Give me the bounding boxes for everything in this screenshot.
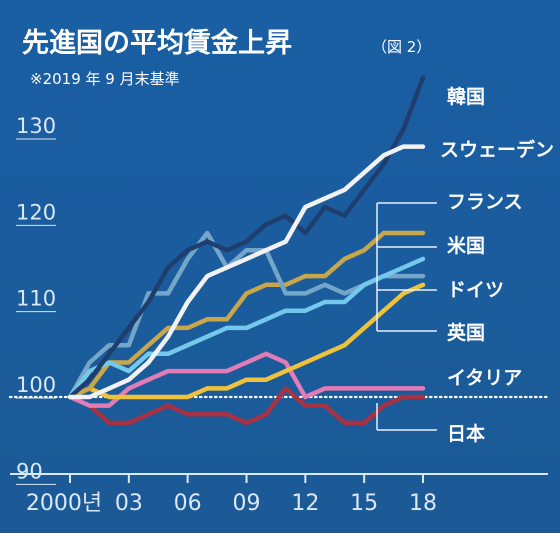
chart-title: 先進国の平均賃金上昇	[22, 27, 292, 59]
y-tick-label: 100	[16, 373, 56, 397]
y-tick-label: 110	[16, 287, 56, 311]
x-tick-label: 2000년	[26, 491, 102, 516]
legend-label-3: フランス	[447, 191, 523, 213]
legend-label-2: スウェーデン	[440, 138, 554, 161]
legend-label-6: 英国	[447, 321, 485, 344]
axes: 90 100 110 120 130 2000년 03 06 09 12 15 18	[8, 114, 550, 516]
series-line-6	[67, 256, 426, 400]
series-line-1	[67, 75, 426, 400]
x-tick-label: 06	[174, 491, 202, 516]
legend-label-8: 日本	[447, 422, 485, 445]
y-tick-label: 130	[16, 114, 56, 138]
x-tick-label: 03	[115, 491, 143, 516]
series-lines	[67, 75, 426, 426]
series-line-8	[67, 386, 426, 426]
x-tick-label: 09	[233, 491, 261, 516]
x-tick-label: 15	[350, 491, 378, 516]
legend-label-7: イタリア	[447, 367, 522, 389]
y-tick-label: 90	[16, 459, 43, 483]
series-line-4	[67, 230, 426, 400]
series-line-2	[67, 144, 426, 400]
series-line-7	[67, 351, 426, 408]
series-line-5	[67, 282, 426, 400]
x-tick-label: 12	[291, 491, 319, 516]
chart-subtitle: ※2019 年 9 月末基準	[30, 70, 180, 88]
legend-label-1: 韓国	[447, 85, 485, 108]
legend-label-4: 米国	[447, 234, 485, 257]
x-tick-label: 18	[409, 491, 437, 516]
legend-label-5: ドイツ	[447, 279, 504, 301]
figure-label: （図 2）	[372, 38, 431, 56]
y-tick-label: 120	[16, 200, 56, 224]
